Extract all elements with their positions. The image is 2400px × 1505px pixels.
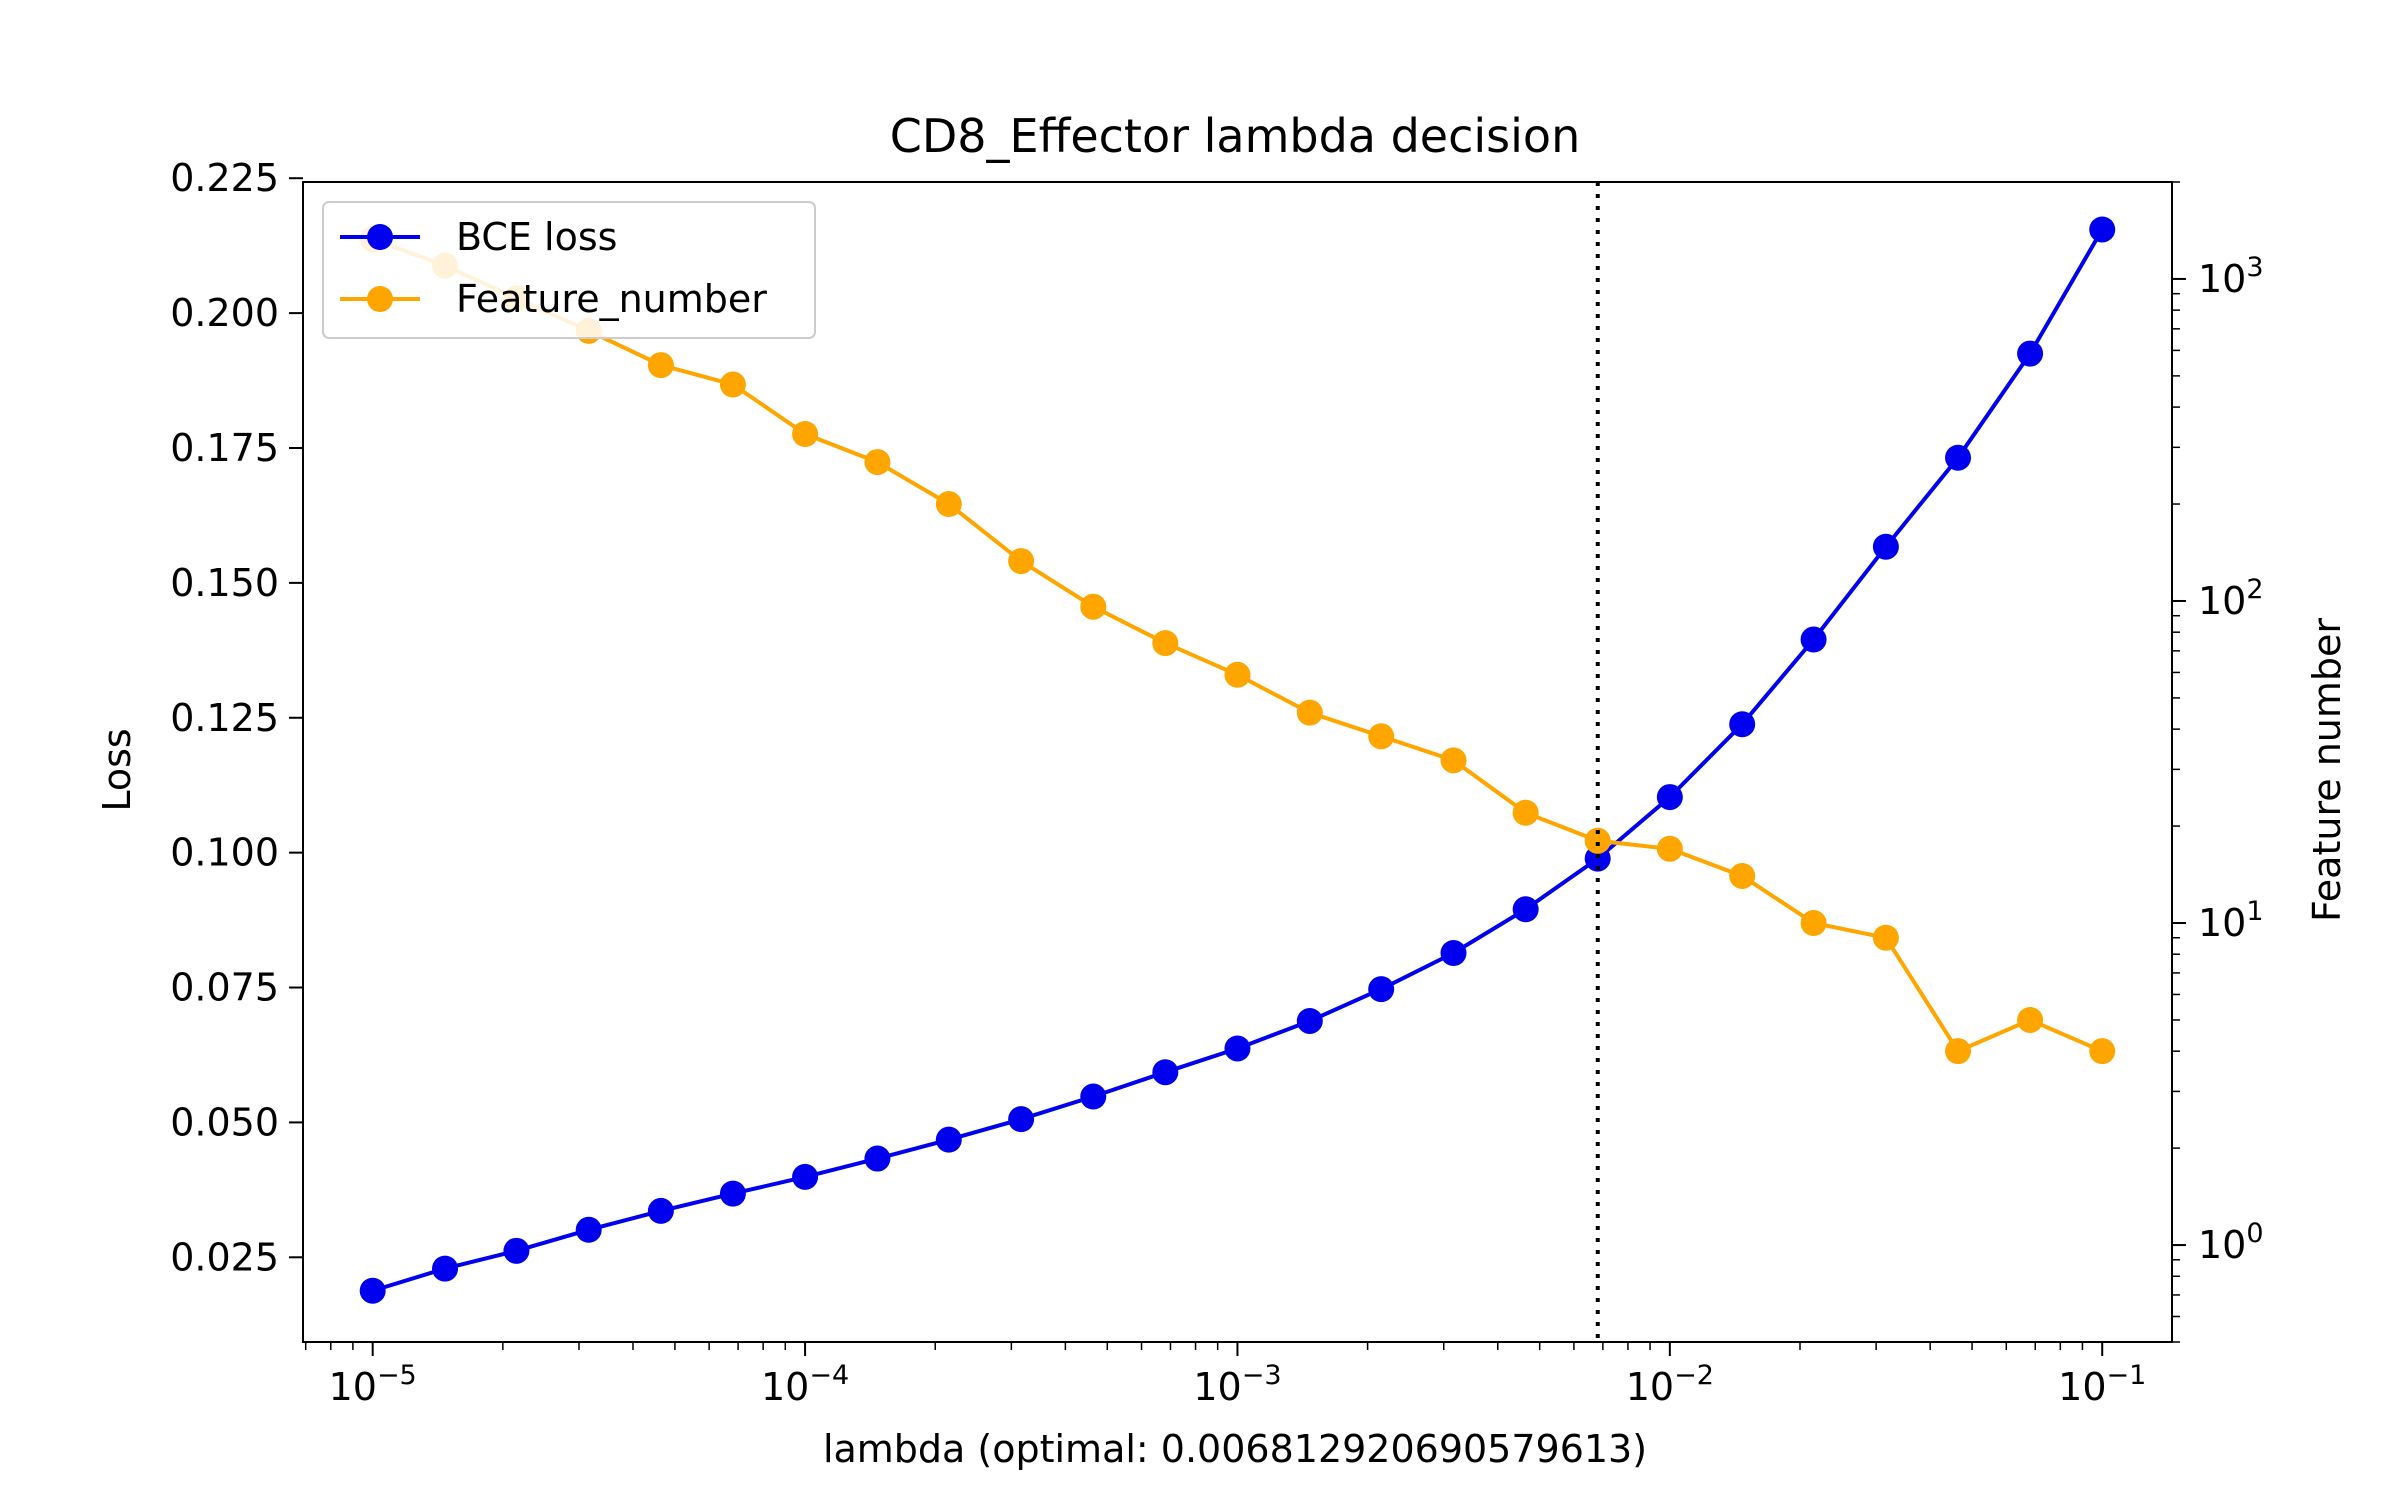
bce-loss-point — [792, 1163, 819, 1190]
y-right-tick-label: 101 — [2198, 896, 2264, 945]
bce-loss-point — [864, 1145, 891, 1172]
bce-loss-point — [1008, 1106, 1035, 1133]
bce-loss-point — [1440, 939, 1467, 966]
bce-loss-point — [1945, 444, 1972, 471]
y-right-axis-ticks: 100 101 102 103 — [2172, 181, 2264, 1343]
x-tick-label: 10−5 — [329, 1360, 417, 1409]
bce-loss-point — [647, 1197, 674, 1224]
y-left-tick-label: 0.025 — [170, 1235, 279, 1279]
feature-number-point — [1584, 827, 1611, 854]
bce-loss-point — [1296, 1007, 1323, 1034]
bce-loss-point — [1584, 845, 1611, 872]
feature-number-point — [1729, 862, 1756, 889]
plot-frame — [302, 181, 2173, 1343]
feature-number-point — [2089, 1038, 2116, 1065]
feature-number-point — [792, 420, 819, 447]
y-left-tick-label: 0.175 — [170, 426, 279, 470]
feature-number-point — [719, 371, 746, 398]
y-left-axis-label: Loss — [95, 728, 139, 811]
x-axis-ticks: 10−5 10−4 10−3 10−2 10−1 — [304, 1342, 2146, 1409]
x-tick-label: 10−1 — [2058, 1360, 2146, 1409]
legend-bce-loss-label: BCE loss — [456, 215, 617, 259]
bce-loss-point — [719, 1180, 746, 1207]
x-axis-label: lambda (optimal: 0.006812920690579613) — [823, 1427, 1647, 1471]
bce-loss-point — [1368, 976, 1395, 1003]
bce-loss-point — [575, 1216, 602, 1243]
bce-loss-point — [1800, 626, 1827, 653]
y-left-tick-label: 0.200 — [170, 291, 279, 335]
bce-loss-point — [359, 1277, 386, 1304]
x-tick-label: 10−2 — [1626, 1360, 1714, 1409]
x-tick-label: 10−4 — [761, 1360, 849, 1409]
bce-loss-point — [1224, 1035, 1251, 1062]
bce-loss-point — [503, 1237, 530, 1264]
feature-number-point — [1152, 630, 1179, 657]
legend-bce-loss-marker — [367, 224, 393, 250]
feature-number-point — [1008, 548, 1035, 575]
feature-number-line — [372, 237, 2103, 1054]
y-right-tick-label: 102 — [2198, 574, 2264, 623]
legend-box — [322, 201, 816, 339]
bce-loss-point — [1512, 896, 1539, 923]
feature-number-point — [1872, 924, 1899, 951]
axes-frame — [302, 181, 2173, 1343]
y-left-tick-label: 0.050 — [170, 1100, 279, 1144]
feature-number-point — [1080, 593, 1107, 620]
feature-number-point — [935, 491, 962, 518]
bce-loss-point — [1872, 533, 1899, 560]
feature-number-point — [1440, 747, 1467, 774]
bce-loss-point — [1152, 1059, 1179, 1086]
y-right-axis-label: Feature number — [2305, 618, 2349, 922]
bce-loss-point — [2089, 216, 2116, 243]
series-layer — [359, 216, 2116, 1304]
y-left-tick-label: 0.225 — [170, 156, 279, 200]
legend-feature-number-label: Feature_number — [456, 277, 767, 321]
x-tick-label: 10−3 — [1193, 1360, 1281, 1409]
feature-number-point — [1224, 661, 1251, 688]
bce-loss-point — [935, 1126, 962, 1153]
y-left-tick-label: 0.075 — [170, 966, 279, 1010]
feature-number-point — [1945, 1038, 1972, 1065]
y-left-tick-label: 0.100 — [170, 831, 279, 875]
legend: BCE loss Feature_number — [322, 201, 816, 339]
y-left-axis-ticks: 0.025 0.050 0.075 0.100 0.125 0.150 0.175 0.200… — [170, 156, 303, 1279]
feature-number-point — [864, 449, 891, 476]
bce-loss-line — [372, 228, 2104, 1293]
bce-loss-point — [1080, 1083, 1107, 1110]
y-left-tick-label: 0.150 — [170, 561, 279, 605]
legend-feature-number-marker — [367, 286, 393, 312]
y-right-tick-label: 100 — [2198, 1218, 2264, 1267]
feature-number-point — [1656, 835, 1683, 862]
feature-number-point — [1368, 723, 1395, 750]
bce-loss-point — [1729, 711, 1756, 738]
y-left-tick-label: 0.125 — [170, 696, 279, 740]
bce-loss-point — [1656, 784, 1683, 811]
bce-loss-point — [2017, 340, 2044, 367]
y-right-tick-label: 103 — [2198, 252, 2264, 301]
feature-number-point — [1296, 699, 1323, 726]
feature-number-point — [1512, 799, 1539, 826]
feature-number-point — [2017, 1006, 2044, 1033]
feature-number-point — [1800, 910, 1827, 937]
chart-title: CD8_Effector lambda decision — [890, 109, 1580, 163]
feature-number-point — [647, 352, 674, 379]
bce-loss-point — [432, 1255, 459, 1282]
